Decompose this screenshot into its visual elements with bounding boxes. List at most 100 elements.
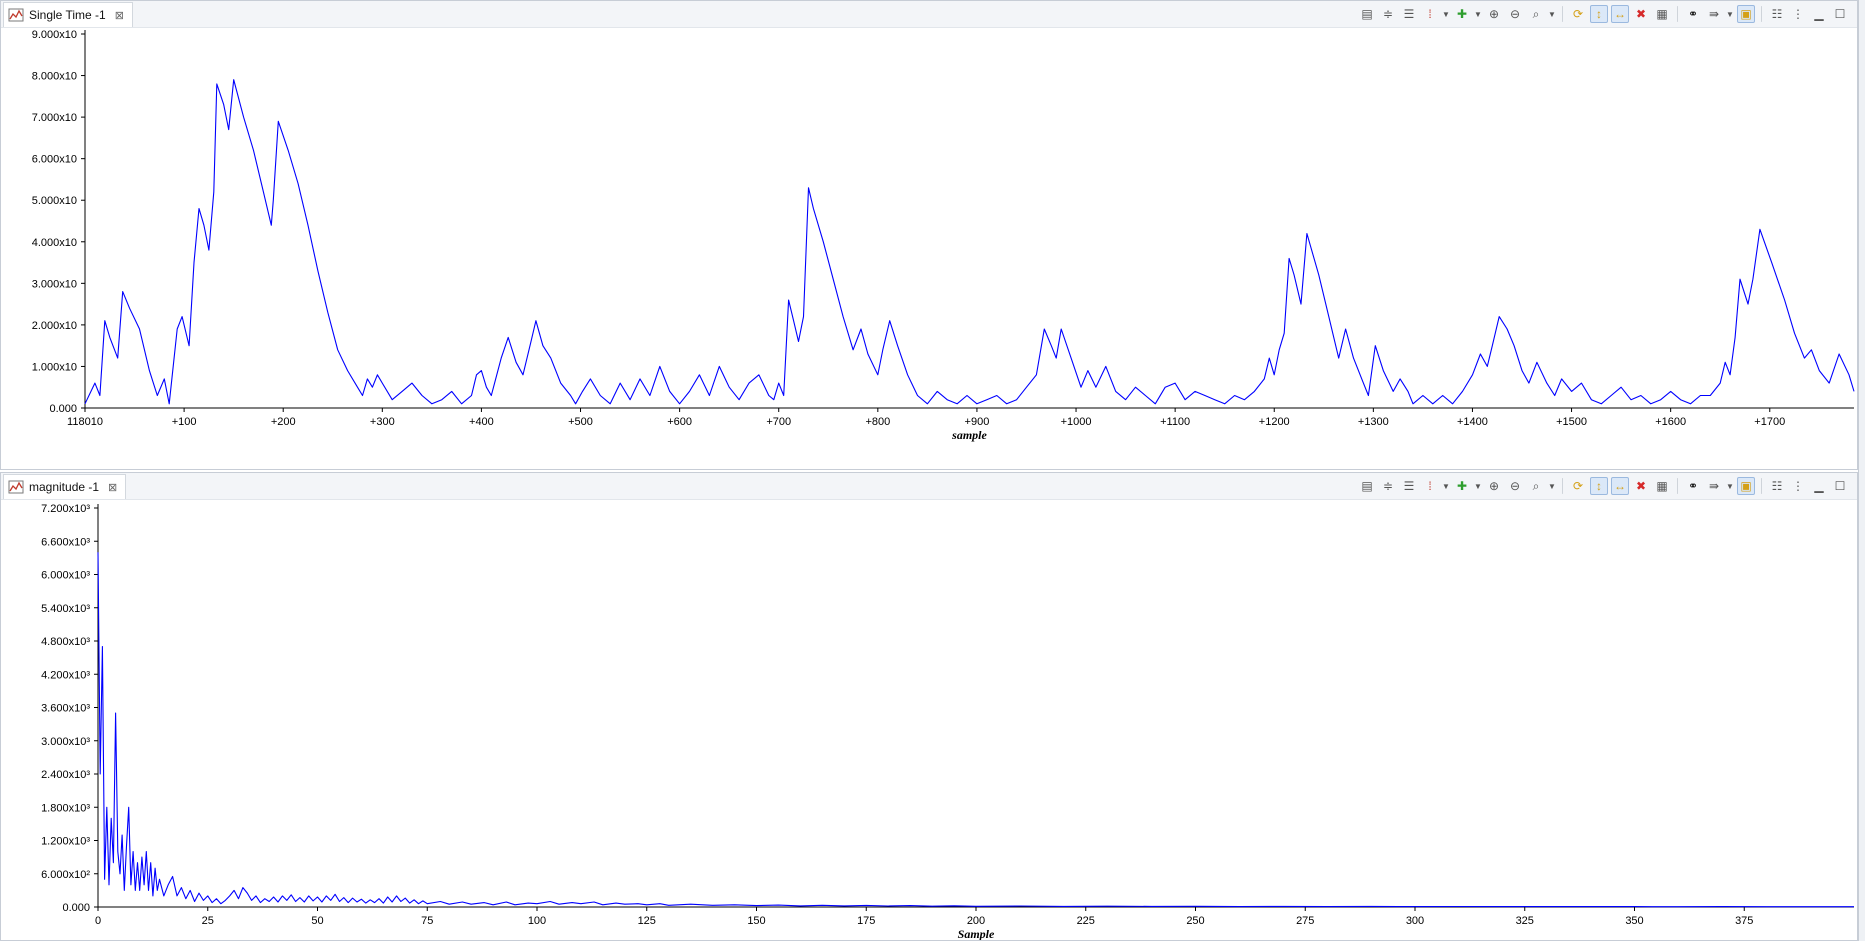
pin-icon[interactable]: ▣ — [1737, 5, 1755, 23]
y-tick-label: 2.400x10³ — [41, 769, 90, 781]
zoom-in-icon[interactable]: ⊕ — [1488, 7, 1500, 21]
chevron-down-icon[interactable]: ▼ — [1442, 481, 1450, 491]
stack-icon[interactable]: ☰ — [1403, 7, 1415, 21]
pin-icon[interactable]: ▣ — [1737, 477, 1755, 495]
y-tick-label: 1.800x10³ — [41, 802, 90, 814]
view-menu-icon[interactable]: ⋮ — [1792, 7, 1804, 21]
stack-h-icon[interactable]: ≑ — [1382, 479, 1394, 493]
chart-props-icon[interactable]: ▦ — [1656, 7, 1668, 21]
y-tick-label: 7.000x10 — [32, 112, 77, 124]
series-line — [97, 552, 1854, 908]
tab-magnitude[interactable]: magnitude -1 ⊠ — [3, 474, 127, 499]
chevron-down-icon[interactable]: ▼ — [1474, 481, 1482, 491]
x-tick-label: 125 — [638, 915, 656, 927]
y-tick-label: 3.600x10³ — [41, 703, 90, 715]
tab-bar: Single Time -1 ⊠ ▤ ≑ ☰ ⁞ ▼ ✚ ▼ ⊕ ⊖ ⌕ ▼ ⟳… — [1, 1, 1857, 28]
autoscale-x-icon[interactable]: ↔ — [1611, 5, 1629, 23]
refresh-icon[interactable]: ⟳ — [1572, 479, 1584, 493]
x-tick-label: 25 — [202, 915, 214, 927]
close-icon[interactable]: ⊠ — [108, 481, 118, 494]
chevron-down-icon[interactable]: ▼ — [1726, 9, 1734, 19]
x-tick-label: +500 — [568, 416, 593, 428]
chevron-down-icon[interactable]: ▼ — [1548, 9, 1556, 19]
tab-bar: magnitude -1 ⊠ ▤ ≑ ☰ ⁞ ▼ ✚ ▼ ⊕ ⊖ ⌕ ▼ ⟳ ↕… — [1, 473, 1857, 500]
export-icon[interactable]: ⇛ — [1708, 479, 1720, 493]
binoculars-icon[interactable]: ⚭ — [1687, 7, 1699, 21]
side-strip — [1858, 0, 1865, 941]
tab-single-time[interactable]: Single Time -1 ⊠ — [3, 2, 133, 27]
zoom-out-icon[interactable]: ⊖ — [1509, 7, 1521, 21]
x-tick-label: +1100 — [1160, 416, 1190, 428]
minimize-icon[interactable]: ▁ — [1814, 7, 1824, 21]
toolbar-separator — [1677, 6, 1678, 22]
zoom-fit-icon[interactable]: ⌕ — [1532, 478, 1540, 493]
x-tick-label: 250 — [1186, 915, 1204, 927]
cursor-icon[interactable]: ⁞ — [1428, 7, 1432, 21]
x-tick-label: 0 — [95, 915, 101, 927]
view-menu-icon[interactable]: ⋮ — [1792, 479, 1804, 493]
chart-icon — [8, 480, 24, 494]
plot-toolbar: ▤ ≑ ☰ ⁞ ▼ ✚ ▼ ⊕ ⊖ ⌕ ▼ ⟳ ↕ ↔ ✖ ▦ ⚭ ⇛ ▼ ▣ … — [1358, 476, 1849, 496]
y-tick-label: 6.000x10³ — [41, 570, 90, 582]
x-tick-label: 100 — [528, 915, 546, 927]
y-tick-label: 1.200x10³ — [41, 836, 90, 848]
x-tick-label: 175 — [857, 915, 875, 927]
minimize-icon[interactable]: ▁ — [1814, 479, 1824, 493]
y-tick-label: 1.000x10 — [32, 361, 77, 373]
x-tick-label: 300 — [1406, 915, 1424, 927]
refresh-icon[interactable]: ⟳ — [1572, 7, 1584, 21]
x-tick-label: 50 — [311, 915, 323, 927]
x-tick-label: +1600 — [1655, 416, 1686, 428]
time-plot-panel: Single Time -1 ⊠ ▤ ≑ ☰ ⁞ ▼ ✚ ▼ ⊕ ⊖ ⌕ ▼ ⟳… — [0, 0, 1858, 470]
autoscale-x-icon[interactable]: ↔ — [1611, 477, 1629, 495]
x-tick-label: 225 — [1077, 915, 1095, 927]
cursor-icon[interactable]: ⁞ — [1428, 479, 1432, 493]
chevron-down-icon[interactable]: ▼ — [1548, 481, 1556, 491]
autoscale-y-icon[interactable]: ↕ — [1590, 5, 1608, 23]
zoom-in-icon[interactable]: ⊕ — [1488, 479, 1500, 493]
maximize-icon[interactable]: ☐ — [1834, 7, 1846, 21]
tab-label: magnitude -1 — [29, 480, 100, 494]
delete-icon[interactable]: ✖ — [1635, 479, 1647, 493]
y-tick-label: 4.200x10³ — [41, 669, 90, 681]
chevron-down-icon[interactable]: ▼ — [1442, 9, 1450, 19]
x-axis-title: sample — [951, 428, 987, 442]
close-icon[interactable]: ⊠ — [114, 9, 124, 22]
maximize-icon[interactable]: ☐ — [1834, 479, 1846, 493]
binoculars-icon[interactable]: ⚭ — [1687, 479, 1699, 493]
y-tick-label: 3.000x10³ — [41, 736, 90, 748]
magnitude-plot-panel: magnitude -1 ⊠ ▤ ≑ ☰ ⁞ ▼ ✚ ▼ ⊕ ⊖ ⌕ ▼ ⟳ ↕… — [0, 472, 1858, 941]
zoom-fit-icon[interactable]: ⌕ — [1532, 6, 1540, 21]
x-tick-label: +1500 — [1556, 416, 1587, 428]
chevron-down-icon[interactable]: ▼ — [1726, 481, 1734, 491]
stack-v-icon[interactable]: ▤ — [1361, 479, 1373, 493]
x-tick-label: +1300 — [1358, 416, 1389, 428]
y-tick-label: 6.600x10³ — [41, 536, 90, 548]
x-tick-label: +1400 — [1457, 416, 1488, 428]
zoom-out-icon[interactable]: ⊖ — [1509, 479, 1521, 493]
x-tick-label: +400 — [469, 416, 494, 428]
export-icon[interactable]: ⇛ — [1708, 7, 1720, 21]
y-tick-label: 2.000x10 — [32, 320, 77, 332]
x-tick-label: +1000 — [1061, 416, 1092, 428]
y-tick-label: 7.200x10³ — [41, 503, 90, 515]
plot-toolbar: ▤ ≑ ☰ ⁞ ▼ ✚ ▼ ⊕ ⊖ ⌕ ▼ ⟳ ↕ ↔ ✖ ▦ ⚭ ⇛ ▼ ▣ … — [1358, 4, 1849, 24]
add-marker-icon[interactable]: ✚ — [1456, 479, 1468, 493]
layout-icon[interactable]: ☷ — [1771, 479, 1783, 493]
delete-icon[interactable]: ✖ — [1635, 7, 1647, 21]
y-tick-label: 3.000x10 — [32, 278, 77, 290]
chart-props-icon[interactable]: ▦ — [1656, 479, 1668, 493]
layout-icon[interactable]: ☷ — [1771, 7, 1783, 21]
time-series-chart[interactable]: 0.000 1.000x10 2.000x10 3.000x10 4.000x10 5.0… — [1, 27, 1857, 469]
autoscale-y-icon[interactable]: ↕ — [1590, 477, 1608, 495]
stack-v-icon[interactable]: ▤ — [1361, 7, 1373, 21]
add-marker-icon[interactable]: ✚ — [1456, 7, 1468, 21]
stack-h-icon[interactable]: ≑ — [1382, 7, 1394, 21]
stack-icon[interactable]: ☰ — [1403, 479, 1415, 493]
x-tick-label: 75 — [421, 915, 433, 927]
magnitude-chart[interactable]: 0.000 6.000x10² 1.200x10³ 1.800x10³ 2.400x10… — [1, 499, 1857, 940]
chevron-down-icon[interactable]: ▼ — [1474, 9, 1482, 19]
y-tick-label: 6.000x10² — [41, 869, 90, 881]
y-tick-label: 6.000x10 — [32, 154, 77, 166]
x-tick-label: +1700 — [1754, 416, 1785, 428]
